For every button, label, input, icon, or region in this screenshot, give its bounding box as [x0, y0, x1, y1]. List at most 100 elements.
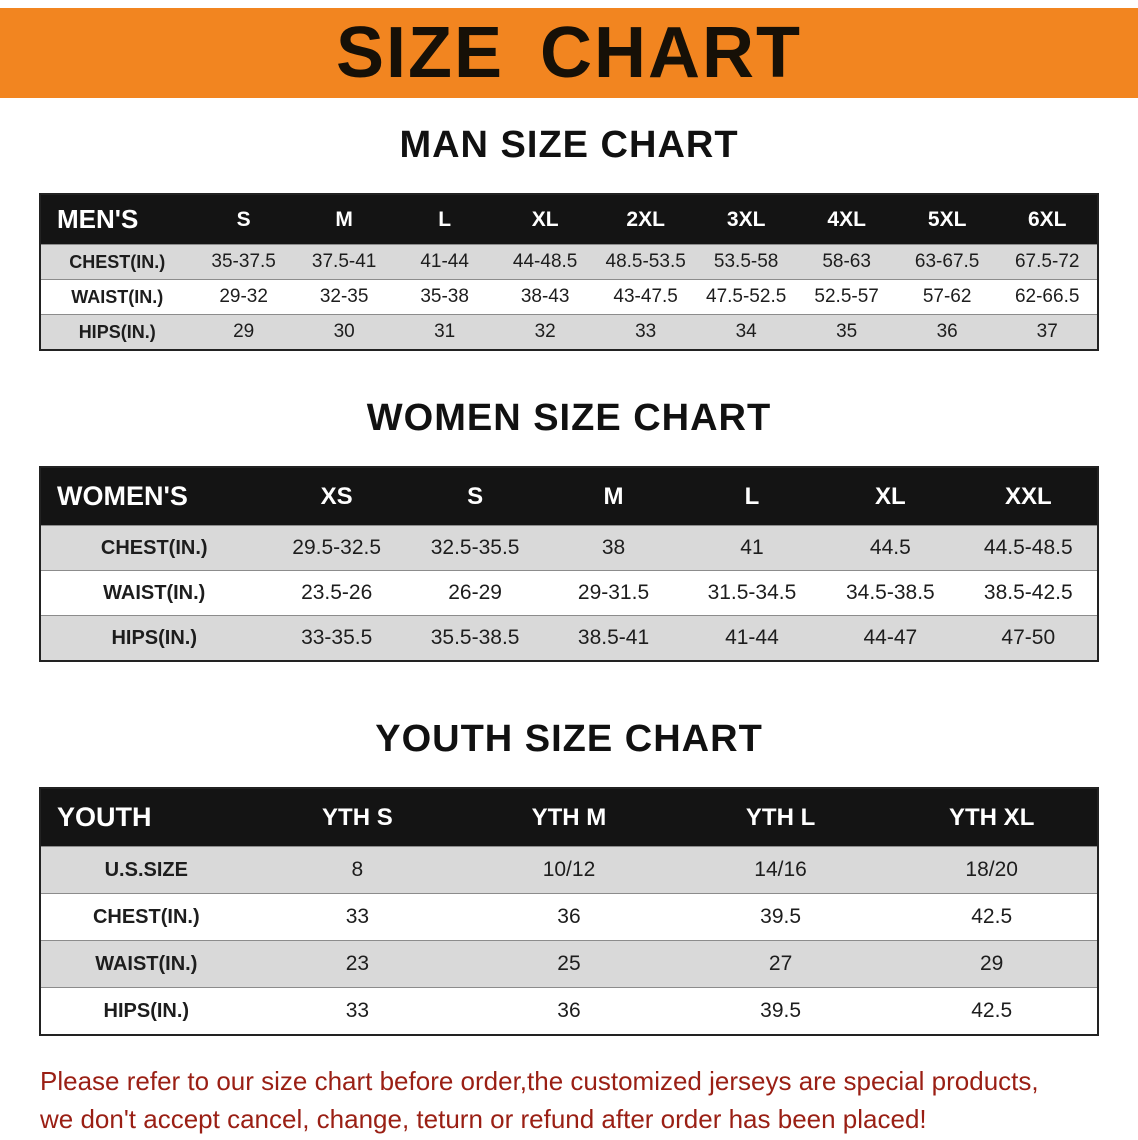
size-chart-banner: SIZE CHART [0, 8, 1138, 98]
disclaimer-note: Please refer to our size chart before or… [40, 1062, 1138, 1138]
men-value-cell: 62-66.5 [997, 279, 1098, 315]
men-size-section: MAN SIZE CHART MEN'S S M L XL 2XL 3XL 4XL 5XL 6XL… [0, 124, 1138, 351]
youth-value-cell: 42.5 [886, 893, 1098, 941]
women-value-cell: 35.5-38.5 [405, 615, 545, 661]
women-section-title: WOMEN SIZE CHART [366, 397, 772, 439]
women-row-label: WAIST(IN.) [40, 570, 268, 616]
women-value-cell: 38 [544, 525, 683, 571]
men-column-header: MEN'S [40, 194, 194, 245]
men-value-cell: 41-44 [394, 244, 495, 280]
women-size-table: WOMEN'S XS S M L XL XXL CHEST(IN.) 29.5-32.5 32.5… [39, 466, 1099, 662]
youth-value-cell: 18/20 [886, 846, 1098, 894]
men-table-row-1: CHEST(IN.) 35-37.5 37.5-41 41-44 44-48.5 48.5… [40, 244, 1098, 280]
men-value-cell: 63-67.5 [896, 244, 998, 280]
men-value-cell: 43-47.5 [595, 279, 696, 315]
men-value-cell: 34 [695, 314, 797, 350]
youth-value-cell: 29 [886, 940, 1098, 988]
youth-value-cell: 25 [463, 940, 675, 988]
youth-size-section: YOUTH SIZE CHART YOUTH YTH S YTH M YTH L YTH… [0, 718, 1138, 1036]
women-column-header: WOMEN'S [40, 467, 268, 526]
men-column-header: L [394, 194, 495, 245]
women-value-cell: 44-47 [821, 615, 960, 661]
youth-table-row-1: U.S.SIZE 8 10/12 14/16 18/20 [40, 846, 1098, 894]
women-column-header: XL [821, 467, 960, 526]
men-column-header: 6XL [997, 194, 1098, 245]
men-value-cell: 58-63 [796, 244, 897, 280]
men-table-row-3: HIPS(IN.) 29 30 31 32 33 34 35 36 37 [40, 314, 1098, 350]
men-row-label: WAIST(IN.) [40, 279, 194, 315]
men-value-cell: 53.5-58 [695, 244, 797, 280]
men-value-cell: 33 [595, 314, 696, 350]
men-value-cell: 32 [494, 314, 596, 350]
women-value-cell: 33-35.5 [267, 615, 406, 661]
men-row-label: HIPS(IN.) [40, 314, 194, 350]
women-column-header: S [405, 467, 545, 526]
youth-value-cell: 23 [251, 940, 464, 988]
youth-column-header: YOUTH [40, 788, 252, 847]
men-value-cell: 31 [394, 314, 495, 350]
youth-row-label: HIPS(IN.) [40, 987, 252, 1035]
women-column-header: XS [267, 467, 406, 526]
youth-value-cell: 42.5 [886, 987, 1098, 1035]
men-value-cell: 57-62 [896, 279, 998, 315]
youth-table-row-3: WAIST(IN.) 23 25 27 29 [40, 940, 1098, 988]
men-value-cell: 35 [796, 314, 897, 350]
men-value-cell: 67.5-72 [997, 244, 1098, 280]
women-column-header: M [544, 467, 683, 526]
youth-column-header: YTH M [463, 788, 675, 847]
youth-value-cell: 33 [251, 893, 464, 941]
women-value-cell: 44.5-48.5 [959, 525, 1098, 571]
disclaimer-line-1: Please refer to our size chart before or… [40, 1066, 1039, 1096]
youth-value-cell: 39.5 [674, 893, 887, 941]
men-value-cell: 37.5-41 [293, 244, 395, 280]
youth-value-cell: 14/16 [674, 846, 887, 894]
women-value-cell: 38.5-41 [544, 615, 683, 661]
men-row-label: CHEST(IN.) [40, 244, 194, 280]
women-value-cell: 44.5 [821, 525, 960, 571]
women-row-label: HIPS(IN.) [40, 615, 268, 661]
youth-value-cell: 39.5 [674, 987, 887, 1035]
banner-title: SIZE CHART [336, 13, 802, 93]
youth-value-cell: 36 [463, 987, 675, 1035]
men-value-cell: 52.5-57 [796, 279, 897, 315]
youth-column-header: YTH XL [886, 788, 1098, 847]
men-size-table: MEN'S S M L XL 2XL 3XL 4XL 5XL 6XL CHEST(IN.) 35-37… [39, 193, 1099, 351]
men-value-cell: 38-43 [494, 279, 596, 315]
men-column-header: XL [494, 194, 596, 245]
youth-row-label: CHEST(IN.) [40, 893, 252, 941]
youth-value-cell: 33 [251, 987, 464, 1035]
women-value-cell: 29-31.5 [544, 570, 683, 616]
youth-table-row-2: CHEST(IN.) 33 36 39.5 42.5 [40, 893, 1098, 941]
women-table-row-2: WAIST(IN.) 23.5-26 26-29 29-31.5 31.5-34.5 34… [40, 570, 1098, 616]
youth-column-header: YTH L [674, 788, 887, 847]
women-table-row-1: CHEST(IN.) 29.5-32.5 32.5-35.5 38 41 44.5 44.5… [40, 525, 1098, 571]
women-value-cell: 26-29 [405, 570, 545, 616]
men-table-row-2: WAIST(IN.) 29-32 32-35 35-38 38-43 43-47.5 47.… [40, 279, 1098, 315]
men-section-title: MAN SIZE CHART [399, 124, 739, 166]
youth-row-label: WAIST(IN.) [40, 940, 252, 988]
women-value-cell: 31.5-34.5 [682, 570, 822, 616]
disclaimer-line-2: we don't accept cancel, change, teturn o… [40, 1104, 927, 1134]
men-value-cell: 48.5-53.5 [595, 244, 696, 280]
men-value-cell: 36 [896, 314, 998, 350]
men-column-header: 4XL [796, 194, 897, 245]
youth-value-cell: 27 [674, 940, 887, 988]
women-value-cell: 38.5-42.5 [959, 570, 1098, 616]
men-value-cell: 32-35 [293, 279, 395, 315]
women-row-label: CHEST(IN.) [40, 525, 268, 571]
youth-column-header: YTH S [251, 788, 464, 847]
men-value-cell: 29-32 [193, 279, 294, 315]
women-table-row-3: HIPS(IN.) 33-35.5 35.5-38.5 38.5-41 41-44 44-… [40, 615, 1098, 661]
men-column-header: 3XL [695, 194, 797, 245]
men-value-cell: 30 [293, 314, 395, 350]
youth-section-title: YOUTH SIZE CHART [375, 718, 763, 760]
men-column-header: S [193, 194, 294, 245]
men-value-cell: 47.5-52.5 [695, 279, 797, 315]
women-value-cell: 41 [682, 525, 822, 571]
men-value-cell: 35-37.5 [193, 244, 294, 280]
women-size-section: WOMEN SIZE CHART WOMEN'S XS S M L XL XXL CHEST(… [0, 397, 1138, 662]
men-header-row: MEN'S S M L XL 2XL 3XL 4XL 5XL 6XL [40, 194, 1098, 245]
youth-table-row-4: HIPS(IN.) 33 36 39.5 42.5 [40, 987, 1098, 1035]
men-value-cell: 29 [193, 314, 294, 350]
women-value-cell: 29.5-32.5 [267, 525, 406, 571]
